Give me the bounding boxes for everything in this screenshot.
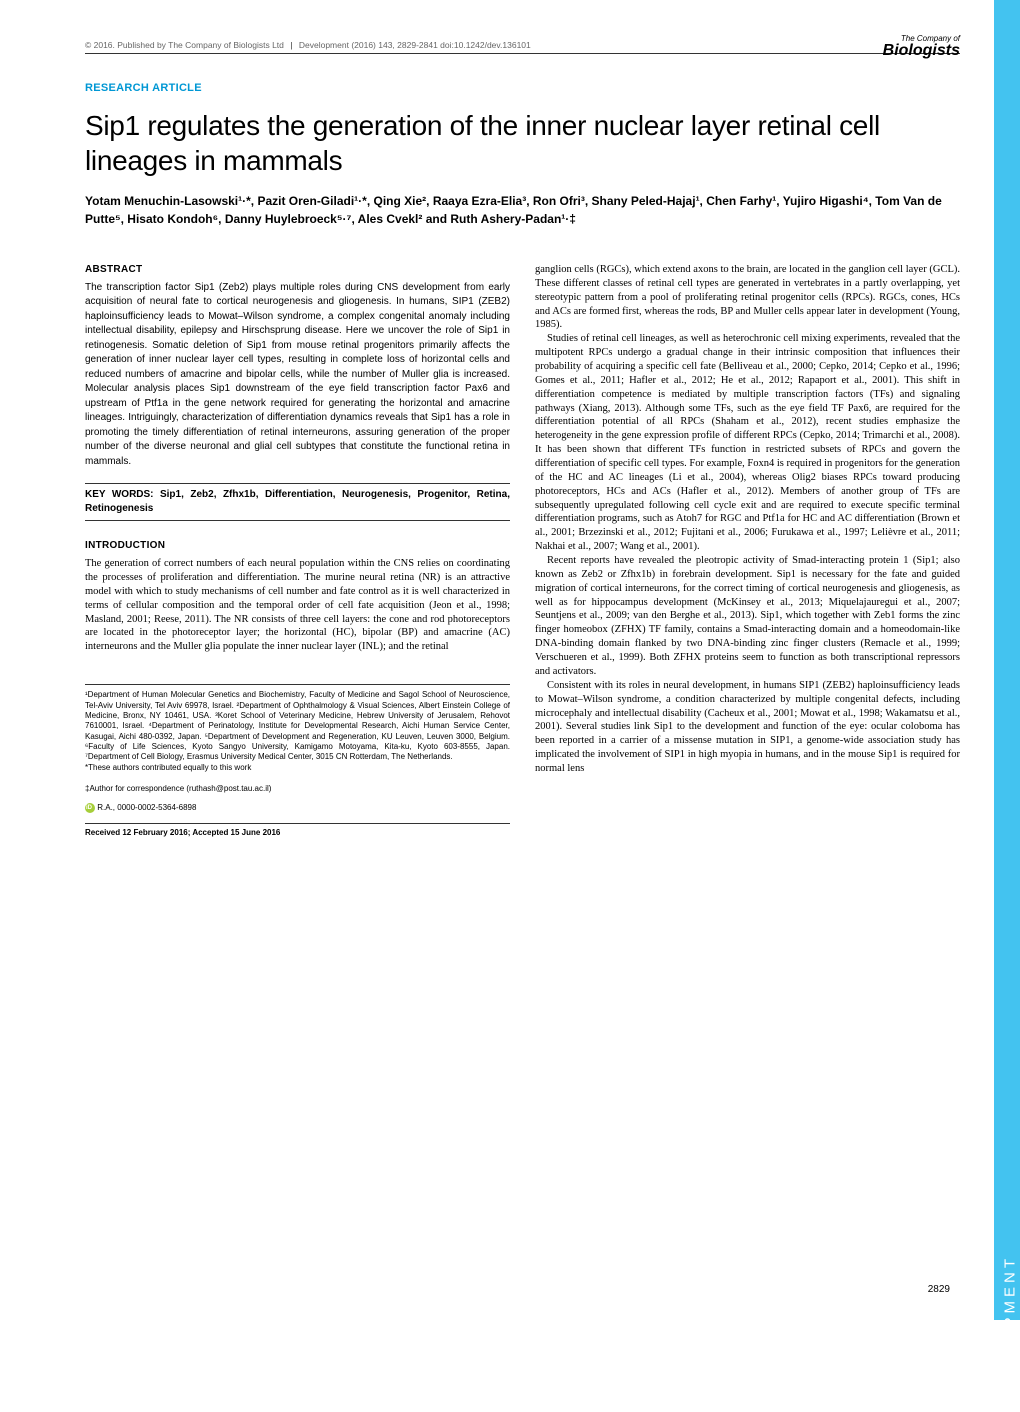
body-para-2: Studies of retinal cell lineages, as wel…	[535, 332, 960, 554]
journal-citation: Development (2016) 143, 2829-2841 doi:10…	[299, 40, 531, 50]
author-list: Yotam Menuchin-Lasowski¹·*, Pazit Oren-G…	[85, 192, 960, 228]
keywords-block: KEY WORDS: Sip1, Zeb2, Zfhx1b, Different…	[85, 483, 510, 521]
copyright-text: © 2016. Published by The Company of Biol…	[85, 40, 284, 50]
logo-main-text: Biologists	[883, 43, 960, 59]
body-para-3: Recent reports have revealed the pleotro…	[535, 554, 960, 679]
intro-para-1: The generation of correct numbers of eac…	[85, 557, 510, 654]
orcid-text: R.A., 0000-0002-5364-6898	[97, 803, 196, 812]
right-column: ganglion cells (RGCs), which extend axon…	[535, 263, 960, 838]
publisher-logo: The Company of Biologists	[883, 35, 960, 59]
affiliations-text: ¹Department of Human Molecular Genetics …	[85, 690, 510, 763]
left-column: ABSTRACT The transcription factor Sip1 (…	[85, 263, 510, 838]
affiliations-block: ¹Department of Human Molecular Genetics …	[85, 684, 510, 773]
received-accepted: Received 12 February 2016; Accepted 15 J…	[85, 823, 510, 838]
correspondence-line: ‡Author for correspondence (ruthash@post…	[85, 783, 510, 794]
orcid-line: R.A., 0000-0002-5364-6898	[85, 802, 510, 813]
page-number: 2829	[928, 1284, 950, 1295]
equal-contribution: *These authors contributed equally to th…	[85, 763, 510, 773]
introduction-heading: INTRODUCTION	[85, 539, 510, 553]
body-para-4: Consistent with its roles in neural deve…	[535, 679, 960, 776]
abstract-text: The transcription factor Sip1 (Zeb2) pla…	[85, 281, 510, 470]
orcid-icon	[85, 803, 95, 813]
article-title: Sip1 regulates the generation of the inn…	[85, 108, 960, 178]
header-citation: © 2016. Published by The Company of Biol…	[85, 40, 960, 54]
body-para-1: ganglion cells (RGCs), which extend axon…	[535, 263, 960, 332]
abstract-heading: ABSTRACT	[85, 263, 510, 277]
article-type-label: RESEARCH ARTICLE	[85, 82, 960, 94]
